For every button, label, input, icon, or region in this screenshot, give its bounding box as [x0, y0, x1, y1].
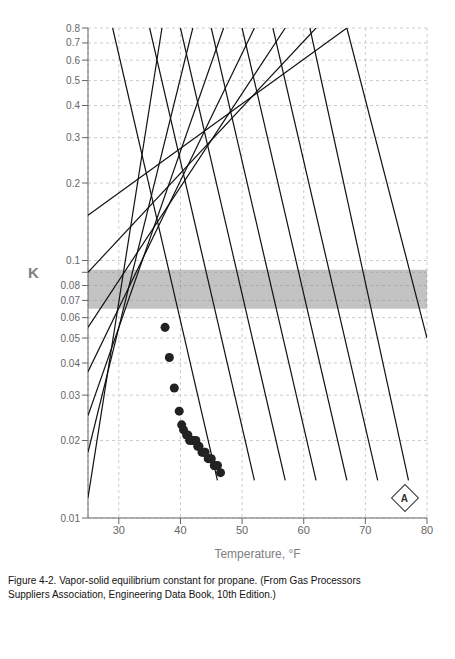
html-text:A: A: [401, 492, 409, 504]
svg-text:0.6: 0.6: [66, 55, 80, 66]
svg-text:0.5: 0.5: [66, 75, 80, 86]
html-text:Suppliers Association, Enginee: Suppliers Association, Engineering Data …: [8, 589, 276, 600]
svg-text:0.4: 0.4: [66, 100, 80, 111]
svg-text:70: 70: [359, 524, 371, 536]
svg-text:0.03: 0.03: [61, 390, 81, 401]
svg-text:0.8: 0.8: [66, 23, 80, 34]
svg-text:0.1: 0.1: [66, 255, 80, 266]
html-text:Figure 4-2. Vapor-solid equili: Figure 4-2. Vapor-solid equilibrium cons…: [8, 575, 361, 586]
svg-text:0.06: 0.06: [61, 312, 81, 323]
svg-text:60: 60: [298, 524, 310, 536]
svg-text:0.04: 0.04: [61, 358, 81, 369]
svg-text:0.07: 0.07: [61, 295, 81, 306]
svg-text:0.02: 0.02: [61, 435, 81, 446]
svg-text:0.7: 0.7: [66, 37, 80, 48]
svg-text:0.2: 0.2: [66, 178, 80, 189]
svg-text:Temperature, °F: Temperature, °F: [214, 547, 300, 561]
svg-text:0.08: 0.08: [61, 280, 81, 291]
svg-text:0.05: 0.05: [61, 333, 81, 344]
svg-text:0.01: 0.01: [61, 513, 81, 524]
svg-text:80: 80: [421, 524, 433, 536]
svg-text:40: 40: [174, 524, 186, 536]
svg-text:30: 30: [113, 524, 125, 536]
svg-text:50: 50: [236, 524, 248, 536]
svg-text:0.3: 0.3: [66, 132, 80, 143]
svg-text:K: K: [28, 264, 39, 281]
